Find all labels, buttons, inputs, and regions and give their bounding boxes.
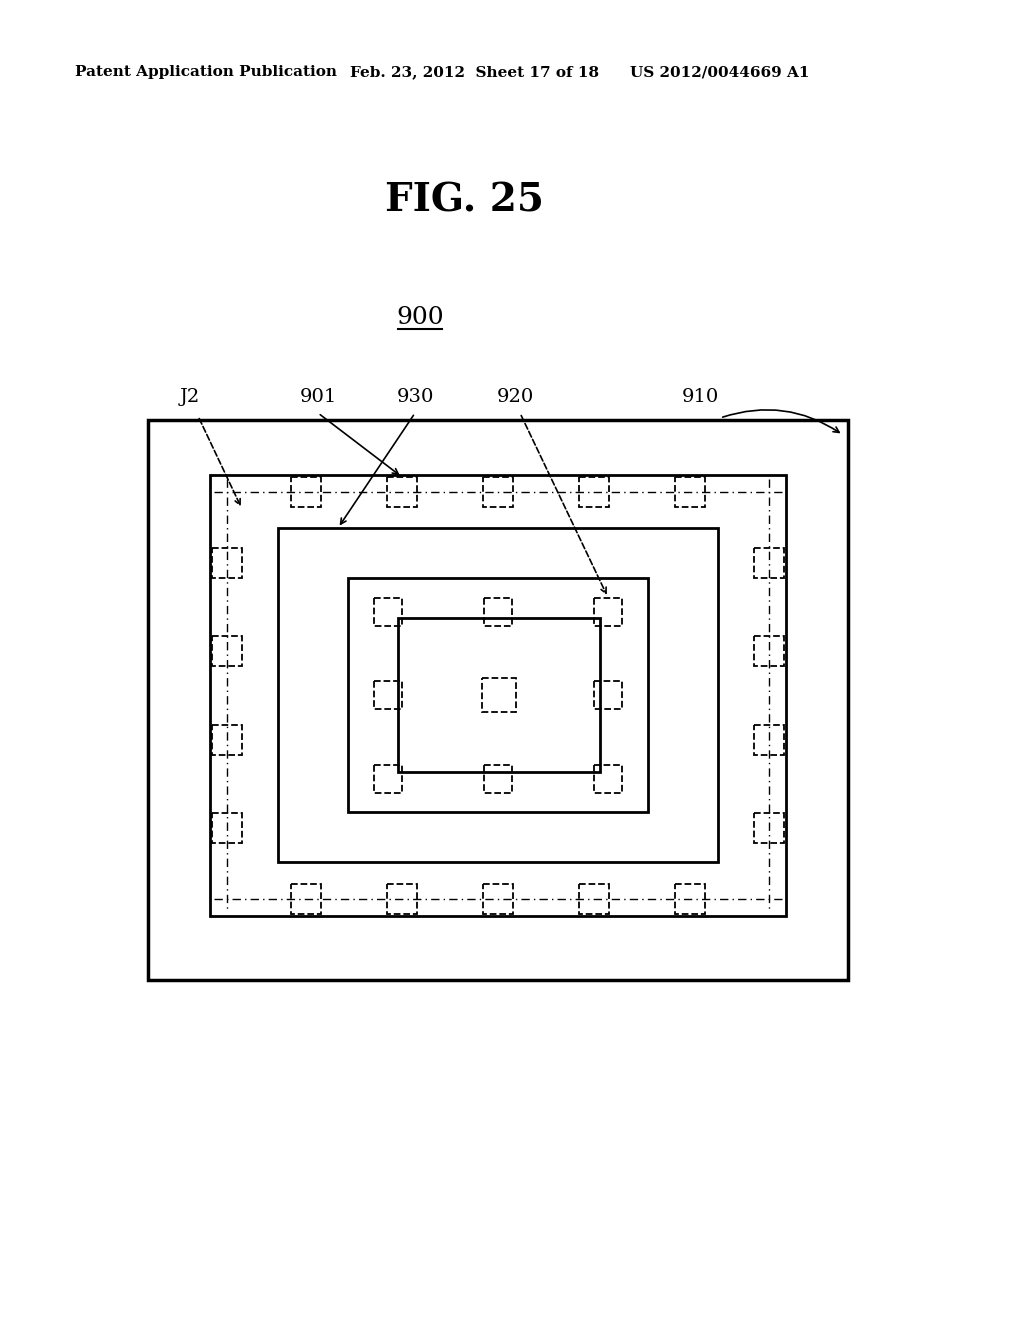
- Bar: [210, 475, 786, 916]
- Text: 900: 900: [396, 306, 443, 330]
- Bar: [484, 764, 512, 792]
- Bar: [212, 636, 242, 667]
- Bar: [387, 477, 417, 507]
- Bar: [348, 578, 648, 812]
- Bar: [278, 528, 718, 862]
- Bar: [482, 678, 516, 711]
- Bar: [594, 598, 622, 626]
- Text: US 2012/0044669 A1: US 2012/0044669 A1: [630, 65, 810, 79]
- Bar: [212, 725, 242, 755]
- Text: 901: 901: [299, 388, 337, 407]
- Bar: [398, 618, 600, 772]
- Bar: [291, 477, 321, 507]
- Text: Patent Application Publication: Patent Application Publication: [75, 65, 337, 79]
- Bar: [212, 813, 242, 842]
- Bar: [291, 884, 321, 913]
- Bar: [212, 548, 242, 578]
- Bar: [579, 477, 609, 507]
- Text: 920: 920: [497, 388, 534, 407]
- Bar: [387, 884, 417, 913]
- Bar: [754, 725, 784, 755]
- Bar: [483, 884, 513, 913]
- Bar: [579, 884, 609, 913]
- Text: Feb. 23, 2012  Sheet 17 of 18: Feb. 23, 2012 Sheet 17 of 18: [350, 65, 599, 79]
- Bar: [148, 420, 848, 979]
- Bar: [594, 681, 622, 709]
- Bar: [483, 477, 513, 507]
- Bar: [484, 598, 512, 626]
- Bar: [675, 477, 705, 507]
- Bar: [594, 764, 622, 792]
- Bar: [374, 681, 402, 709]
- Bar: [675, 884, 705, 913]
- Text: FIG. 25: FIG. 25: [385, 181, 544, 219]
- Bar: [754, 636, 784, 667]
- Bar: [374, 598, 402, 626]
- Text: 930: 930: [396, 388, 434, 407]
- Text: J2: J2: [180, 388, 200, 407]
- Bar: [754, 813, 784, 842]
- Text: 910: 910: [681, 388, 719, 407]
- Bar: [374, 764, 402, 792]
- Bar: [754, 548, 784, 578]
